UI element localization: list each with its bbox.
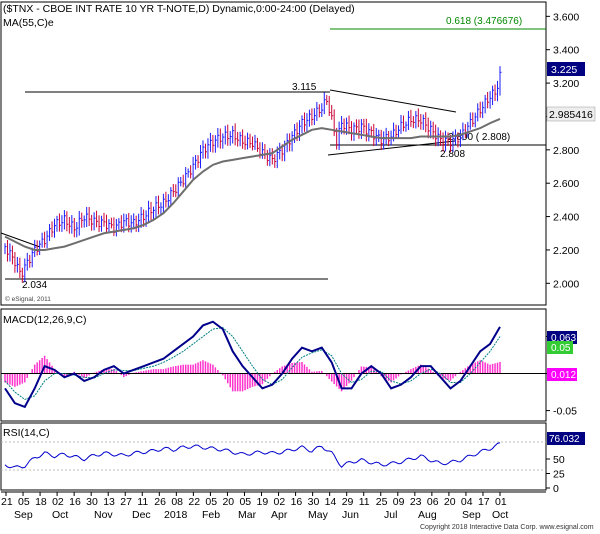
macd-badge-3 <box>547 368 577 381</box>
rsi-axis-label: 25 <box>553 469 565 481</box>
x-axis-day-label: 05 <box>18 496 30 508</box>
x-axis-day-label: 06 <box>427 496 439 508</box>
x-axis-day-label: 18 <box>35 496 47 508</box>
level-2808-label: 2.800 ( 2.808) <box>448 132 510 143</box>
macd-line <box>4 320 501 409</box>
x-axis-day-label: 30 <box>308 496 320 508</box>
x-axis-month-label: Apr <box>271 509 288 521</box>
price-axis-label: 2.600 <box>553 178 579 190</box>
current-price-badge <box>547 62 585 76</box>
high-3115-label: 3.115 <box>292 82 317 93</box>
current-price-badge-text: 3.225 <box>551 64 577 76</box>
x-axis-day-label: 26 <box>154 496 166 508</box>
x-axis: 21 05 18 02 16 30 13 27 11 26 08 22 05 20 05 19 02 16 30 14… <box>1 491 546 521</box>
x-axis-month-label: Aug <box>418 509 437 521</box>
macd-badge-1 <box>547 331 577 344</box>
price-axis-label: 2.000 <box>553 278 579 290</box>
x-axis-day-label: 02 <box>274 496 286 508</box>
x-axis-day-label: 01 <box>495 496 507 508</box>
x-axis-day-label: 27 <box>120 496 132 508</box>
macd-badge-2-text: 0.05 <box>551 343 571 354</box>
x-axis-month-label: Sep <box>14 509 33 521</box>
x-axis-day-label: 04 <box>461 496 473 508</box>
macd-badge-3-text: 0.012 <box>551 370 576 381</box>
rsi-line <box>4 442 501 469</box>
macd-panel-title: MACD(12,26,9,C) <box>3 314 86 326</box>
rsi-badge <box>547 432 585 445</box>
x-axis-day-label: 02 <box>52 496 64 508</box>
low-2808-label: 2.808 <box>440 149 465 160</box>
x-axis-day-label: 09 <box>393 496 405 508</box>
rsi-panel-frame <box>0 422 547 491</box>
x-axis-day-label: 23 <box>410 496 422 508</box>
x-axis-month-label: Sep <box>462 509 481 521</box>
x-axis-day-label: 29 <box>342 496 354 508</box>
x-axis-day-label: 14 <box>325 496 337 508</box>
price-panel[interactable]: ($TNX - CBOE INT RATE 10 YR T-NOTE,D) Dy… <box>0 1 547 306</box>
x-axis-month-label: Nov <box>94 509 113 521</box>
macd-panel[interactable]: MACD(12,26,9,C) <box>0 308 547 422</box>
macd-axis-label: -0.05 <box>553 406 577 418</box>
x-axis-day-label: 11 <box>137 496 148 508</box>
rsi-axis: 50 25 0 <box>546 454 565 495</box>
price-axis-label: 2.800 <box>553 145 579 157</box>
low-2034-label: 2.034 <box>22 280 47 291</box>
x-axis-day-label: 13 <box>103 496 115 508</box>
macd-badge-1-text: 0.063 <box>551 333 576 344</box>
rsi-axis-label: 0 <box>553 483 559 495</box>
ma-value-badge <box>546 106 596 122</box>
macd-panel-frame <box>0 308 547 422</box>
x-axis-month-label: Mar <box>238 509 257 521</box>
price-axis-label: 3.200 <box>553 78 579 90</box>
x-axis-month-label: May <box>308 509 329 521</box>
x-axis-day-label: 25 <box>376 496 388 508</box>
x-axis-day-label: 30 <box>86 496 98 508</box>
price-panel-title: ($TNX - CBOE INT RATE 10 YR T-NOTE,D) Dy… <box>3 3 355 15</box>
x-axis-day-label: 19 <box>257 496 269 508</box>
price-axis-label: 2.200 <box>553 245 579 257</box>
price-axis: 3.6003.4003.2003.0002.8002.6002.4002.200… <box>546 11 579 290</box>
x-axis-day-label: 11 <box>359 496 370 508</box>
x-axis-day-label: 16 <box>291 496 303 508</box>
x-axis-month-label: Jun <box>342 509 359 521</box>
macd-signal-line <box>4 327 501 401</box>
prior-trend-line <box>0 232 41 248</box>
price-axis-label: 3.600 <box>553 11 579 23</box>
ma-value-badge-text: 2.985416 <box>549 109 593 121</box>
x-axis-day-label: 22 <box>188 496 200 508</box>
x-axis-month-label: Oct <box>492 509 508 521</box>
x-axis-month-label: Feb <box>202 509 220 521</box>
price-axis-label: 2.400 <box>553 212 579 224</box>
triangle-lower-line <box>327 140 456 156</box>
x-axis-month-label: Dec <box>132 509 151 521</box>
footer-copyright: Copyright 2018 Interactive Data Corp. ww… <box>420 524 594 531</box>
price-axis-label: 3.400 <box>553 45 579 57</box>
x-axis-day-label: 21 <box>1 496 13 508</box>
ma-label: MA(55,C)e <box>3 17 54 29</box>
x-axis-day-label: 05 <box>205 496 217 508</box>
rsi-axis-label: 50 <box>553 454 565 466</box>
ma-line <box>4 118 501 251</box>
rsi-badge-text: 76.032 <box>549 434 580 445</box>
x-axis-day-label: 17 <box>478 496 490 508</box>
triangle-upper-line <box>329 89 457 113</box>
x-axis-day-label: 20 <box>444 496 456 508</box>
x-axis-day-label: 08 <box>171 496 183 508</box>
x-axis-day-label: 20 <box>222 496 234 508</box>
x-axis-month-label: Oct <box>52 509 68 521</box>
x-axis-month-label: 2018 <box>164 509 188 521</box>
x-axis-day-label: 05 <box>239 496 251 508</box>
fib-618-label: 0.618 (3.476676) <box>446 16 522 27</box>
price-bars <box>4 66 502 283</box>
x-axis-day-label: 16 <box>69 496 81 508</box>
rsi-panel[interactable]: RSI(14,C) <box>0 422 547 491</box>
watermark: © eSignal, 2011 <box>5 295 51 303</box>
rsi-panel-title: RSI(14,C) <box>3 427 50 439</box>
macd-badge-2 <box>547 341 573 354</box>
x-axis-month-label: Jul <box>384 509 397 521</box>
